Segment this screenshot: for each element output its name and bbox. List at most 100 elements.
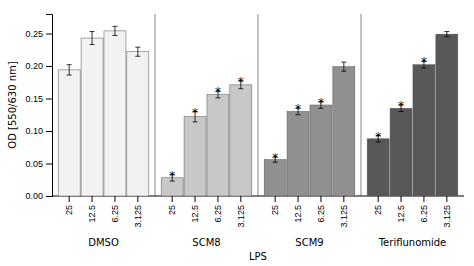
- y-axis-title: OD [550/630 nm]: [7, 61, 18, 148]
- bar-group: [161, 81, 252, 196]
- x-tick-label: 12.5: [293, 205, 303, 223]
- x-tick-label: 12.5: [396, 205, 406, 223]
- error-bar-cap: [135, 47, 140, 48]
- bar-group: [367, 32, 458, 196]
- x-tick-label: 12.5: [190, 205, 200, 223]
- y-tick-label: 0.00: [25, 191, 43, 201]
- group-separator: [258, 14, 259, 196]
- error-bar: [112, 26, 117, 35]
- x-axis: 2512.56.253.125: [270, 196, 349, 228]
- x-tick-mark: [217, 196, 218, 202]
- significance-star: *: [272, 151, 278, 165]
- bar: [81, 38, 103, 196]
- y-tick-label: 0.15: [25, 94, 43, 104]
- y-tick-mark: [46, 196, 52, 197]
- y-tick: 0.20: [25, 61, 52, 71]
- x-tick: 25: [373, 196, 383, 215]
- error-bar: [90, 32, 95, 45]
- y-tick-label: 0.25: [25, 29, 43, 39]
- bar: [310, 105, 332, 196]
- group-label: Teriflunomide: [378, 237, 447, 248]
- y-tick-label: 0.10: [25, 126, 43, 136]
- x-tick-mark: [69, 196, 70, 202]
- error-bar-cap: [90, 31, 95, 32]
- x-axis: 25 12.5 6.25 3.125: [373, 196, 452, 228]
- significance-star: *: [169, 169, 175, 183]
- x-tick: 3.125: [133, 196, 143, 228]
- y-tick-mark: [46, 66, 52, 67]
- x-tick-label: 3.125: [236, 205, 246, 228]
- x-tick-mark: [298, 196, 299, 202]
- error-bar-cap: [193, 121, 198, 122]
- x-tick-mark: [343, 196, 344, 202]
- group-separator: [155, 14, 156, 196]
- significance-star: *: [238, 75, 244, 89]
- x-tick-mark: [275, 196, 276, 202]
- plot-area: 0.000.050.100.150.200.252512.56.253.1252…: [25, 14, 464, 228]
- marks: [58, 14, 458, 196]
- bar: [413, 65, 435, 196]
- y-tick: 0.00: [25, 191, 52, 201]
- bar: [207, 95, 229, 196]
- x-tick-mark: [195, 196, 196, 202]
- x-tick: 25: [270, 196, 280, 215]
- x-tick-label: 3.125: [442, 205, 452, 228]
- y-tick-label: 0.20: [25, 61, 43, 71]
- x-tick: 25: [167, 196, 177, 215]
- significance-star: *: [318, 96, 324, 110]
- x-tick: 3.125: [442, 196, 452, 228]
- y-tick-mark: [46, 34, 52, 35]
- x-tick-mark: [423, 196, 424, 202]
- x-tick-mark: [378, 196, 379, 202]
- error-bar: [444, 32, 449, 37]
- x-tick: 6.25: [316, 196, 326, 223]
- y-tick-mark: [46, 99, 52, 100]
- y-axis-line: [46, 15, 53, 197]
- significance-star: *: [421, 55, 427, 69]
- group-label: SCM9: [295, 237, 323, 248]
- x-tick-label: 3.125: [133, 205, 143, 228]
- bar: [436, 34, 458, 196]
- error-bar: [341, 62, 346, 71]
- error-bar: [67, 65, 72, 75]
- bar-group: [58, 26, 149, 196]
- x-tick-label: 25: [270, 205, 280, 215]
- error-bar-stem: [343, 62, 344, 71]
- bar: [184, 117, 206, 196]
- error-bar-cap: [341, 71, 346, 72]
- bar: [264, 160, 286, 196]
- x-tick: 3.125: [236, 196, 246, 228]
- y-tick: 0.25: [25, 29, 52, 39]
- x-axis: 25 12.5 6.25 3.125: [167, 196, 246, 228]
- star-labels: **********: [169, 55, 427, 182]
- x-tick: 12.5: [396, 196, 406, 223]
- x-tick-mark: [92, 196, 93, 202]
- x-tick-label: 12.5: [87, 205, 97, 223]
- x-tick: 6.25: [213, 196, 223, 223]
- error-bar-cap: [135, 56, 140, 57]
- error-bar-cap: [67, 64, 72, 65]
- x-tick-mark: [446, 196, 447, 202]
- y-tick-mark: [46, 164, 52, 165]
- y-tick-mark: [46, 131, 52, 132]
- y-tick: 0.15: [25, 94, 52, 104]
- error-bar-cap: [90, 44, 95, 45]
- bar: [104, 31, 126, 196]
- y-tick: 0.10: [25, 126, 52, 136]
- error-bar-cap: [444, 36, 449, 37]
- y-axis: 0.000.050.100.150.200.25: [25, 15, 52, 202]
- x-tick: 12.5: [190, 196, 200, 223]
- x-tick-label: 25: [167, 205, 177, 215]
- error-bar-cap: [67, 75, 72, 76]
- significance-star: *: [375, 130, 381, 144]
- error-bar-stem: [446, 32, 447, 37]
- x-tick: 6.25: [110, 196, 120, 223]
- x-tick-mark: [172, 196, 173, 202]
- significance-star: *: [192, 106, 198, 120]
- x-tick-label: 25: [373, 205, 383, 215]
- significance-star: *: [215, 85, 221, 99]
- error-bar: [135, 47, 140, 56]
- x-axis: 2512.56.253.125: [64, 196, 143, 228]
- x-tick: 6.25: [419, 196, 429, 223]
- group-label: SCM8: [192, 237, 220, 248]
